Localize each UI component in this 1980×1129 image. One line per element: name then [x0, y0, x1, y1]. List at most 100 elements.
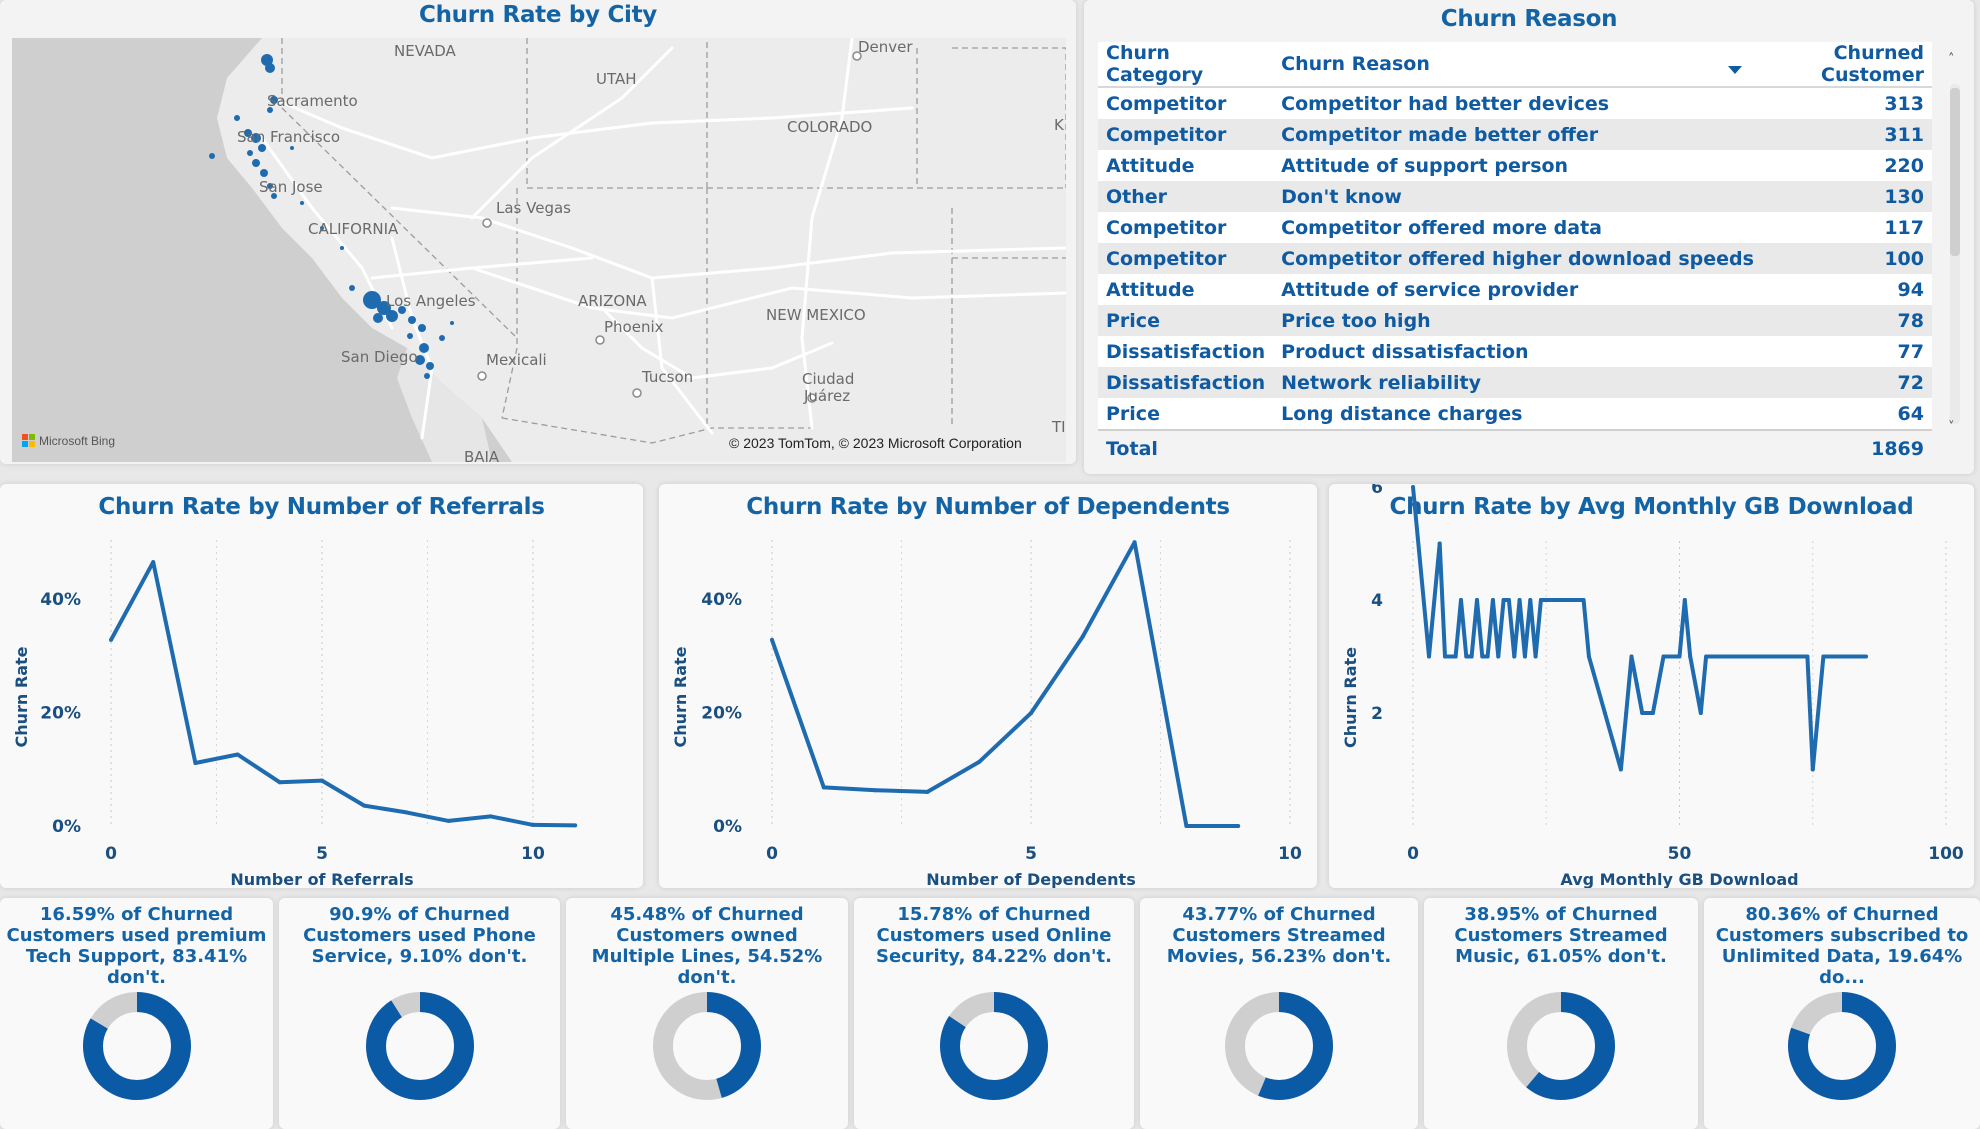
table-row[interactable]: Dissatisfaction Network reliability 72 — [1098, 367, 1932, 398]
series-line[interactable] — [1411, 486, 1866, 772]
donut-value-slice[interactable] — [940, 992, 1048, 1100]
data-point[interactable] — [1714, 654, 1719, 659]
donut-chart[interactable] — [1219, 986, 1339, 1106]
data-point[interactable] — [1528, 598, 1533, 602]
data-point[interactable] — [1576, 598, 1581, 602]
series-line[interactable] — [109, 560, 576, 828]
data-point[interactable] — [1533, 654, 1538, 659]
data-point[interactable] — [1810, 767, 1815, 772]
data-point[interactable] — [1602, 711, 1607, 715]
donut-value-slice[interactable] — [365, 992, 474, 1100]
data-point[interactable] — [1029, 711, 1033, 716]
data-point[interactable] — [1794, 654, 1799, 659]
data-point[interactable] — [235, 752, 240, 757]
table-row[interactable]: Price Long distance charges 64 — [1098, 398, 1932, 430]
data-point[interactable] — [1184, 824, 1189, 828]
data-point[interactable] — [151, 560, 156, 565]
data-point[interactable] — [821, 785, 826, 790]
data-point[interactable] — [1682, 598, 1687, 602]
data-point[interactable] — [1725, 654, 1730, 659]
table-row[interactable]: Dissatisfaction Product dissatisfaction 77 — [1098, 336, 1932, 367]
data-point[interactable] — [1634, 682, 1639, 687]
data-point[interactable] — [1805, 654, 1810, 659]
data-point[interactable] — [770, 637, 774, 642]
data-point[interactable] — [1458, 598, 1463, 602]
data-point[interactable] — [1474, 598, 1479, 602]
table-row[interactable]: Competitor Competitor offered higher down… — [1098, 243, 1932, 274]
data-point[interactable] — [1693, 682, 1698, 687]
data-point[interactable] — [873, 788, 878, 793]
data-point[interactable] — [1688, 654, 1693, 659]
data-point[interactable] — [193, 761, 198, 766]
data-point[interactable] — [1778, 654, 1783, 659]
scroll-thumb[interactable] — [1950, 88, 1960, 256]
scroll-up-icon[interactable]: ˄ — [1948, 52, 1955, 67]
data-point[interactable] — [1741, 654, 1746, 659]
data-point[interactable] — [1757, 654, 1762, 659]
sort-descending-icon[interactable] — [1728, 66, 1742, 74]
data-point[interactable] — [109, 637, 113, 642]
table-row[interactable]: Price Price too high 78 — [1098, 305, 1932, 336]
data-point[interactable] — [362, 803, 367, 808]
data-point[interactable] — [1618, 767, 1623, 772]
header-churned-customer[interactable]: Churned Customer — [1761, 42, 1932, 88]
data-point[interactable] — [1549, 598, 1554, 602]
donut-chart[interactable] — [1501, 986, 1621, 1106]
data-point[interactable] — [1544, 598, 1549, 602]
data-point[interactable] — [1501, 598, 1506, 602]
data-point[interactable] — [1538, 598, 1543, 602]
table-row[interactable]: Other Don't know 130 — [1098, 181, 1932, 212]
data-point[interactable] — [1730, 654, 1735, 659]
data-point[interactable] — [1570, 598, 1575, 602]
donut-value-slice[interactable] — [82, 992, 191, 1100]
data-point[interactable] — [1469, 654, 1474, 659]
data-point[interactable] — [1480, 654, 1485, 659]
data-point[interactable] — [1698, 711, 1703, 715]
data-point[interactable] — [446, 818, 451, 823]
data-point[interactable] — [1720, 654, 1725, 659]
data-point[interactable] — [488, 814, 493, 819]
data-point[interactable] — [404, 810, 409, 815]
data-point[interactable] — [1453, 654, 1458, 659]
data-point[interactable] — [1464, 654, 1469, 659]
table-row[interactable]: Attitude Attitude of support person 220 — [1098, 150, 1932, 181]
table-scrollbar[interactable]: ˄ ˅ — [1946, 52, 1960, 442]
donut-value-slice[interactable] — [653, 992, 761, 1100]
donut-value-slice[interactable] — [1788, 992, 1896, 1100]
data-point[interactable] — [1554, 598, 1559, 602]
data-point[interactable] — [1411, 485, 1415, 489]
data-point[interactable] — [1581, 598, 1586, 602]
data-point[interactable] — [1426, 654, 1431, 659]
data-point[interactable] — [1437, 541, 1442, 546]
data-point[interactable] — [1485, 654, 1490, 659]
data-point[interactable] — [320, 778, 324, 783]
data-point[interactable] — [1837, 654, 1842, 659]
data-point[interactable] — [1512, 654, 1517, 659]
data-point[interactable] — [1677, 654, 1682, 659]
data-point[interactable] — [1236, 824, 1241, 828]
donut-chart[interactable] — [934, 986, 1054, 1106]
table-row[interactable]: Attitude Attitude of service provider 94 — [1098, 274, 1932, 305]
data-point[interactable] — [1672, 654, 1677, 659]
table-row[interactable]: Competitor Competitor offered more data 11… — [1098, 212, 1932, 243]
data-point[interactable] — [1624, 711, 1629, 715]
data-point[interactable] — [1640, 711, 1645, 715]
data-point[interactable] — [1629, 654, 1634, 659]
data-point[interactable] — [1080, 634, 1085, 639]
header-churn-reason[interactable]: Churn Reason — [1273, 42, 1762, 88]
data-point[interactable] — [925, 789, 930, 794]
data-point[interactable] — [1666, 654, 1671, 659]
data-point[interactable] — [1746, 654, 1751, 659]
donut-value-slice[interactable] — [1507, 992, 1615, 1100]
donut-value-slice[interactable] — [1225, 992, 1333, 1100]
data-point[interactable] — [977, 759, 982, 764]
data-point[interactable] — [1762, 654, 1767, 659]
donut-chart[interactable] — [647, 986, 767, 1106]
scroll-down-icon[interactable]: ˅ — [1948, 420, 1955, 435]
header-churn-category[interactable]: Churn Category — [1098, 42, 1274, 88]
data-point[interactable] — [277, 780, 282, 785]
data-point[interactable] — [531, 822, 535, 827]
data-point[interactable] — [573, 823, 578, 828]
donut-chart[interactable] — [77, 986, 197, 1106]
data-point[interactable] — [1864, 654, 1869, 659]
